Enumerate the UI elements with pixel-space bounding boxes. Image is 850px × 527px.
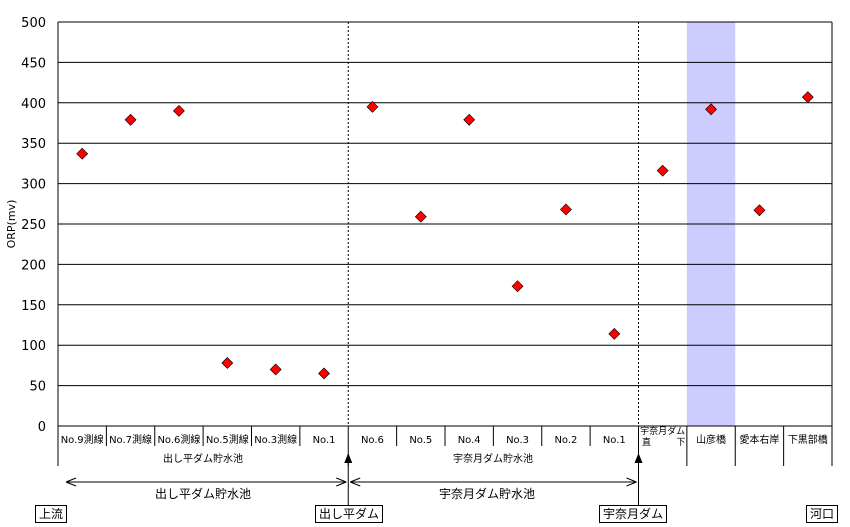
category-label: No.4 xyxy=(458,435,481,446)
y-tick-label: 0 xyxy=(38,420,46,435)
category-label-layer: No.9測線 No.7測線 No.6測線 No.5測線 No.3測線 No.1 No.6 No… xyxy=(61,425,828,448)
category-label: No.6測線 xyxy=(157,433,200,446)
y-tick-label: 250 xyxy=(21,218,46,233)
upstream-label: 上流 xyxy=(35,505,68,523)
data-point-marker xyxy=(511,280,524,293)
category-label: No.6 xyxy=(361,435,384,446)
group-label-unazuki: 宇奈月ダム貯水池 xyxy=(453,452,533,465)
dam-marker-triangle xyxy=(344,453,353,463)
axis-layer xyxy=(57,22,833,466)
downstream-label: 河口 xyxy=(806,505,839,523)
data-point-marker xyxy=(753,204,766,217)
data-point-marker xyxy=(76,147,89,160)
dam-label-dashidaira: 出し平ダム xyxy=(315,505,384,523)
arrow-label-dashidaira: 出し平ダム貯水池 xyxy=(155,486,251,501)
data-point-marker xyxy=(366,100,379,113)
data-point-marker xyxy=(801,91,814,104)
category-label: 愛本右岸 xyxy=(739,433,779,446)
data-point-marker xyxy=(124,113,137,126)
y-axis-label: ORP(mv) xyxy=(5,200,18,249)
data-point-marker xyxy=(173,104,185,117)
data-point-marker xyxy=(414,210,427,223)
annotation-layer: ORP(mv) 出し平ダム貯水池 宇奈月ダム貯水池 出し平ダム貯水池 宇奈月ダム… xyxy=(5,200,643,506)
reservoir-arrow-dashidaira-head xyxy=(65,477,77,487)
y-tick-label: 400 xyxy=(21,97,46,112)
reservoir-arrow-dashidaira-head xyxy=(336,477,347,487)
data-point-marker xyxy=(463,113,476,126)
reservoir-arrow-unazuki-head xyxy=(626,477,637,487)
data-point-marker xyxy=(705,103,717,116)
y-tick-label: 100 xyxy=(21,339,46,354)
category-label: No.7測線 xyxy=(109,433,152,446)
category-label: No.5測線 xyxy=(206,433,249,446)
y-tick-label: 350 xyxy=(21,137,46,152)
y-tick-label: 450 xyxy=(21,56,46,71)
reservoir-arrow-unazuki-head xyxy=(350,477,361,487)
category-label: No.9測線 xyxy=(61,433,104,446)
dam-label-unazuki: 宇奈月ダム xyxy=(599,505,668,523)
data-point-marker xyxy=(318,367,330,380)
dam-marker-triangle xyxy=(634,453,643,463)
category-label: 下黒部橋 xyxy=(788,433,828,446)
category-label: 山彦橋 xyxy=(696,433,726,446)
data-point-marker xyxy=(221,357,234,369)
tick-label-layer: 0 50 100 150 200 250 300 350 400 450 500 xyxy=(21,16,46,435)
y-tick-label: 500 xyxy=(21,16,46,31)
category-label: No.5 xyxy=(409,435,432,446)
group-label-dashidaira: 出し平ダム貯水池 xyxy=(163,452,243,465)
y-tick-label: 150 xyxy=(21,299,46,314)
data-point-marker xyxy=(608,327,621,340)
y-tick-label: 50 xyxy=(29,380,46,395)
category-label: 直 xyxy=(642,436,651,448)
category-label: 下 xyxy=(676,438,685,448)
marker-layer xyxy=(76,91,814,380)
category-label: No.1 xyxy=(313,435,336,446)
data-point-marker xyxy=(269,363,282,376)
category-label: No.3測線 xyxy=(254,433,297,446)
grid-layer xyxy=(58,21,832,427)
data-point-marker xyxy=(656,164,669,177)
category-label: 宇奈月ダム xyxy=(640,425,685,437)
y-tick-label: 300 xyxy=(21,178,46,193)
y-tick-label: 200 xyxy=(21,258,46,273)
category-label: No.1 xyxy=(603,435,626,446)
data-point-marker xyxy=(560,203,572,216)
category-label: No.3 xyxy=(506,435,529,446)
category-label: No.2 xyxy=(554,435,577,446)
arrow-label-unazuki: 宇奈月ダム貯水池 xyxy=(439,486,535,501)
